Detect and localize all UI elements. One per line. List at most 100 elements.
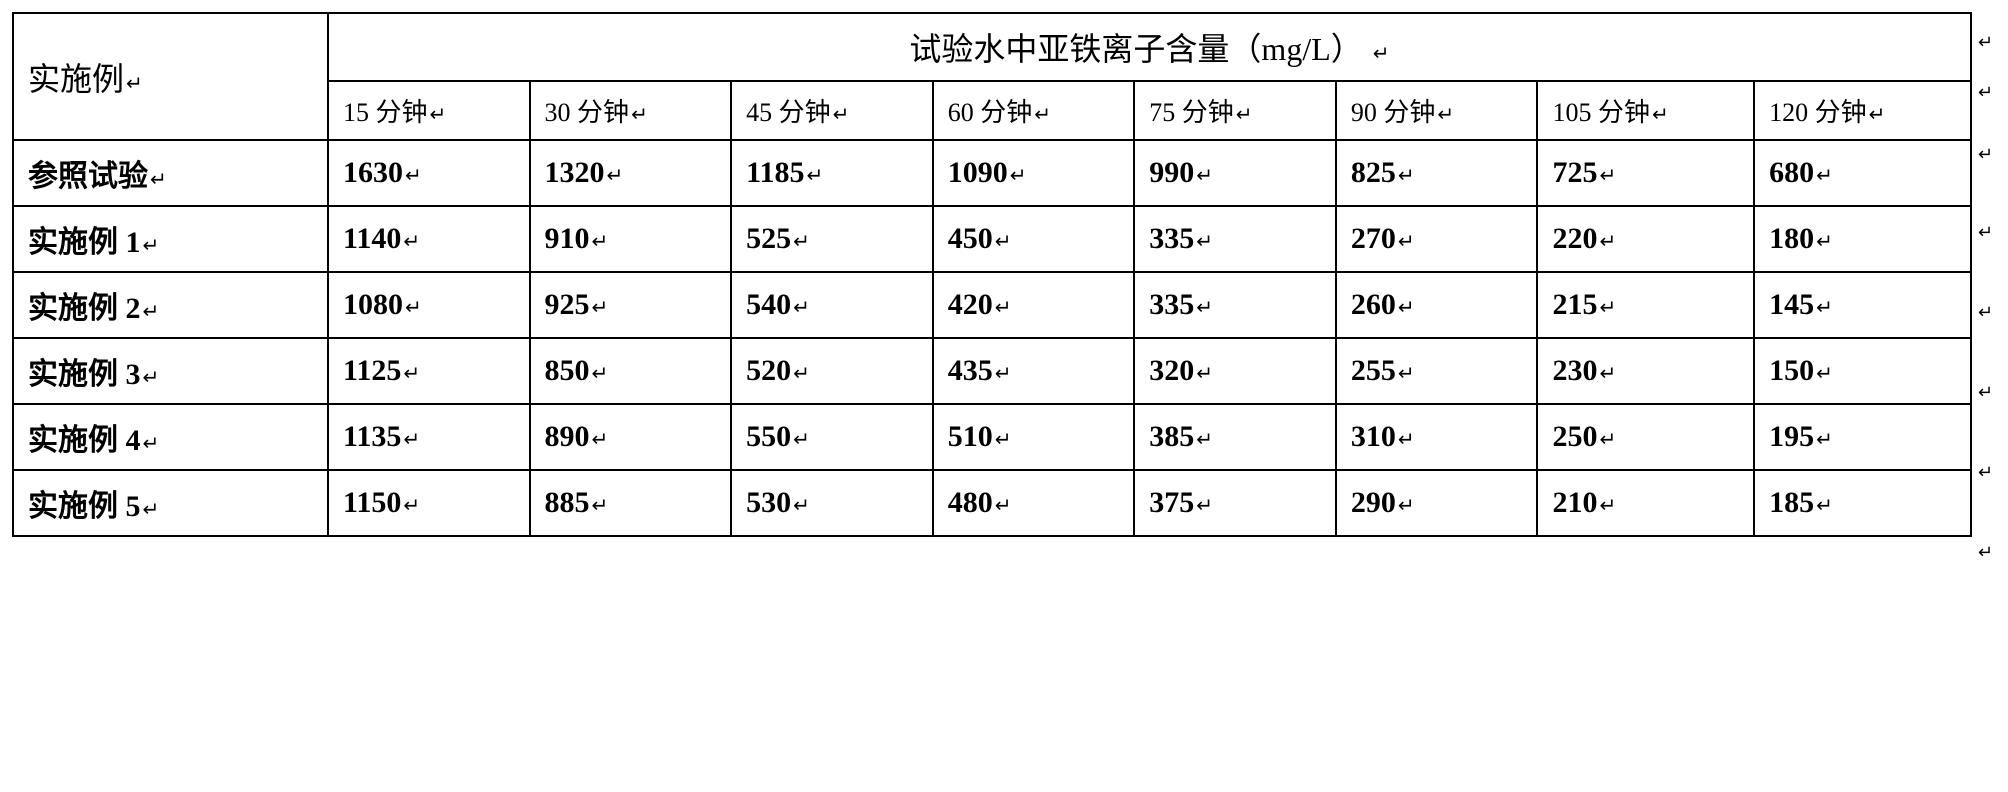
cell: 480↵ [933, 470, 1135, 536]
paragraph-mark-icon: ↵ [1816, 231, 1833, 253]
paragraph-mark-icon: ↵ [592, 297, 609, 319]
cell: 435↵ [933, 338, 1135, 404]
paragraph-mark-icon: ↵ [1437, 104, 1454, 126]
paragraph-mark-icon: ↵ [1978, 144, 1993, 165]
cell: 825↵ [1336, 140, 1538, 206]
table-container: 实施例↵ 试验水中亚铁离子含量（mg/L） ↵ 15 分钟↵ 30 分钟↵ 45… [12, 12, 1996, 537]
table-row: 实施例 1↵ 1140↵ 910↵ 525↵ 450↵ 335↵ 270↵ 22… [13, 206, 1971, 272]
cell: 335↵ [1134, 272, 1336, 338]
time-header: 30 分钟↵ [530, 81, 732, 140]
paragraph-mark-icon: ↵ [793, 297, 810, 319]
paragraph-mark-icon: ↵ [995, 429, 1012, 451]
time-header: 45 分钟↵ [731, 81, 933, 140]
cell: 375↵ [1134, 470, 1336, 536]
data-table: 实施例↵ 试验水中亚铁离子含量（mg/L） ↵ 15 分钟↵ 30 分钟↵ 45… [12, 12, 1972, 537]
paragraph-mark-icon: ↵ [1196, 363, 1213, 385]
paragraph-mark-icon: ↵ [1599, 297, 1616, 319]
paragraph-mark-icon: ↵ [1652, 104, 1669, 126]
paragraph-mark-icon: ↵ [1010, 165, 1027, 187]
time-header: 60 分钟↵ [933, 81, 1135, 140]
cell: 450↵ [933, 206, 1135, 272]
paragraph-mark-icon: ↵ [143, 367, 160, 389]
cell: 180↵ [1754, 206, 1971, 272]
paragraph-mark-icon: ↵ [1599, 231, 1616, 253]
row-header-label: 实施例↵ [13, 13, 328, 140]
paragraph-mark-icon: ↵ [1398, 429, 1415, 451]
cell: 230↵ [1537, 338, 1754, 404]
cell: 195↵ [1754, 404, 1971, 470]
paragraph-mark-icon: ↵ [1816, 363, 1833, 385]
paragraph-mark-icon: ↵ [1599, 429, 1616, 451]
paragraph-mark-icon: ↵ [592, 495, 609, 517]
cell: 210↵ [1537, 470, 1754, 536]
paragraph-mark-icon: ↵ [1816, 297, 1833, 319]
paragraph-mark-icon: ↵ [1978, 302, 1993, 323]
header-row-1: 实施例↵ 试验水中亚铁离子含量（mg/L） ↵ [13, 13, 1971, 81]
cell: 145↵ [1754, 272, 1971, 338]
paragraph-mark-icon: ↵ [995, 495, 1012, 517]
cell: 540↵ [731, 272, 933, 338]
paragraph-mark-icon: ↵ [607, 165, 624, 187]
cell: 185↵ [1754, 470, 1971, 536]
paragraph-mark-icon: ↵ [1816, 429, 1833, 451]
paragraph-mark-icon: ↵ [1978, 462, 1993, 483]
paragraph-mark-icon: ↵ [793, 495, 810, 517]
cell: 850↵ [530, 338, 732, 404]
cell: 550↵ [731, 404, 933, 470]
paragraph-mark-icon: ↵ [1398, 231, 1415, 253]
cell: 385↵ [1134, 404, 1336, 470]
table-body: 实施例↵ 试验水中亚铁离子含量（mg/L） ↵ 15 分钟↵ 30 分钟↵ 45… [13, 13, 1971, 536]
paragraph-mark-icon: ↵ [1398, 495, 1415, 517]
row-label: 实施例 3↵ [13, 338, 328, 404]
paragraph-mark-icon: ↵ [1196, 429, 1213, 451]
paragraph-mark-icon: ↵ [1978, 382, 1993, 403]
paragraph-mark-icon: ↵ [1196, 165, 1213, 187]
paragraph-mark-icon: ↵ [1398, 165, 1415, 187]
time-header: 15 分钟↵ [328, 81, 530, 140]
cell: 510↵ [933, 404, 1135, 470]
paragraph-mark-icon: ↵ [1978, 32, 1993, 53]
row-label: 实施例 4↵ [13, 404, 328, 470]
paragraph-mark-icon: ↵ [1978, 222, 1993, 243]
cell: 1080↵ [328, 272, 530, 338]
cell: 320↵ [1134, 338, 1336, 404]
paragraph-mark-icon: ↵ [833, 104, 850, 126]
row-label: 实施例 2↵ [13, 272, 328, 338]
cell: 725↵ [1537, 140, 1754, 206]
paragraph-mark-icon: ↵ [806, 165, 823, 187]
paragraph-mark-icon: ↵ [793, 363, 810, 385]
cell: 1135↵ [328, 404, 530, 470]
table-row: 参照试验↵ 1630↵ 1320↵ 1185↵ 1090↵ 990↵ 825↵ … [13, 140, 1971, 206]
cell: 1630↵ [328, 140, 530, 206]
cell: 255↵ [1336, 338, 1538, 404]
paragraph-mark-icon: ↵ [995, 231, 1012, 253]
paragraph-mark-icon: ↵ [429, 104, 446, 126]
cell: 1090↵ [933, 140, 1135, 206]
cell: 250↵ [1537, 404, 1754, 470]
paragraph-mark-icon: ↵ [403, 495, 420, 517]
cell: 1185↵ [731, 140, 933, 206]
paragraph-mark-icon: ↵ [1196, 297, 1213, 319]
paragraph-mark-icon: ↵ [1236, 104, 1253, 126]
paragraph-mark-icon: ↵ [143, 301, 160, 323]
paragraph-mark-icon: ↵ [403, 363, 420, 385]
cell: 925↵ [530, 272, 732, 338]
cell: 525↵ [731, 206, 933, 272]
paragraph-mark-icon: ↵ [592, 231, 609, 253]
cell: 910↵ [530, 206, 732, 272]
cell: 260↵ [1336, 272, 1538, 338]
cell: 420↵ [933, 272, 1135, 338]
paragraph-mark-icon: ↵ [1869, 104, 1886, 126]
cell: 890↵ [530, 404, 732, 470]
time-header: 105 分钟↵ [1537, 81, 1754, 140]
paragraph-mark-icon: ↵ [592, 429, 609, 451]
cell: 680↵ [1754, 140, 1971, 206]
paragraph-mark-icon: ↵ [1373, 43, 1390, 65]
paragraph-mark-icon: ↵ [1599, 363, 1616, 385]
paragraph-mark-icon: ↵ [405, 297, 422, 319]
paragraph-mark-icon: ↵ [150, 169, 167, 191]
paragraph-mark-icon: ↵ [793, 231, 810, 253]
cell: 990↵ [1134, 140, 1336, 206]
row-label: 参照试验↵ [13, 140, 328, 206]
paragraph-mark-icon: ↵ [403, 231, 420, 253]
